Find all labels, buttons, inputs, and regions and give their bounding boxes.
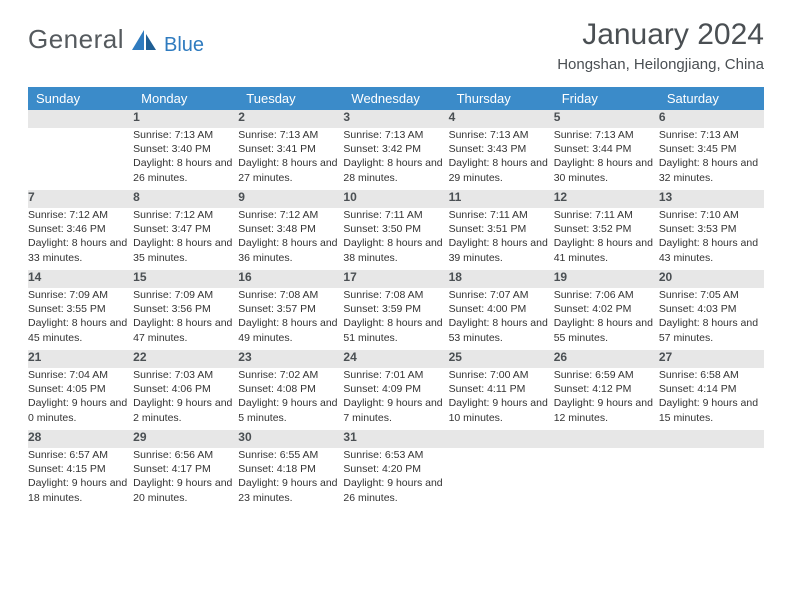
- day-number-cell: 7: [28, 190, 133, 208]
- day-content-cell: Sunrise: 7:11 AMSunset: 3:52 PMDaylight:…: [554, 208, 659, 270]
- month-title: January 2024: [557, 18, 764, 52]
- day-content-cell: Sunrise: 7:13 AMSunset: 3:44 PMDaylight:…: [554, 128, 659, 190]
- day-number-cell: 4: [449, 110, 554, 128]
- day-number-cell: 22: [133, 350, 238, 368]
- day-number-cell: 13: [659, 190, 764, 208]
- day-number-cell: 30: [238, 430, 343, 448]
- logo-word-general: General: [28, 24, 124, 55]
- day-content-cell: Sunrise: 6:55 AMSunset: 4:18 PMDaylight:…: [238, 448, 343, 510]
- day-content-cell: [659, 448, 764, 510]
- day-content-cell: Sunrise: 7:04 AMSunset: 4:05 PMDaylight:…: [28, 368, 133, 430]
- day-number-row: 14151617181920: [28, 270, 764, 288]
- day-content-cell: Sunrise: 7:01 AMSunset: 4:09 PMDaylight:…: [343, 368, 448, 430]
- day-content-cell: Sunrise: 7:08 AMSunset: 3:59 PMDaylight:…: [343, 288, 448, 350]
- day-number-cell: 16: [238, 270, 343, 288]
- day-content-cell: Sunrise: 7:10 AMSunset: 3:53 PMDaylight:…: [659, 208, 764, 270]
- day-number-cell: 9: [238, 190, 343, 208]
- weekday-header: Sunday: [28, 87, 133, 110]
- logo-sail-icon: [130, 28, 160, 61]
- weekday-header: Thursday: [449, 87, 554, 110]
- day-content-cell: Sunrise: 7:12 AMSunset: 3:48 PMDaylight:…: [238, 208, 343, 270]
- weekday-header-row: Sunday Monday Tuesday Wednesday Thursday…: [28, 87, 764, 110]
- day-number-row: 123456: [28, 110, 764, 128]
- day-number-cell: 24: [343, 350, 448, 368]
- day-content-cell: [554, 448, 659, 510]
- weekday-header: Friday: [554, 87, 659, 110]
- day-number-cell: 27: [659, 350, 764, 368]
- day-number-cell: 26: [554, 350, 659, 368]
- day-content-cell: Sunrise: 7:13 AMSunset: 3:43 PMDaylight:…: [449, 128, 554, 190]
- day-number-cell: 11: [449, 190, 554, 208]
- day-number-cell: 10: [343, 190, 448, 208]
- day-content-cell: Sunrise: 7:12 AMSunset: 3:47 PMDaylight:…: [133, 208, 238, 270]
- day-content-cell: [28, 128, 133, 190]
- location-subtitle: Hongshan, Heilongjiang, China: [557, 56, 764, 73]
- day-content-cell: Sunrise: 7:06 AMSunset: 4:02 PMDaylight:…: [554, 288, 659, 350]
- weekday-header: Saturday: [659, 87, 764, 110]
- day-content-cell: Sunrise: 7:11 AMSunset: 3:51 PMDaylight:…: [449, 208, 554, 270]
- day-number-cell: 6: [659, 110, 764, 128]
- day-content-cell: Sunrise: 6:59 AMSunset: 4:12 PMDaylight:…: [554, 368, 659, 430]
- day-content-row: Sunrise: 6:57 AMSunset: 4:15 PMDaylight:…: [28, 448, 764, 510]
- day-number-row: 28293031: [28, 430, 764, 448]
- day-content-cell: Sunrise: 6:56 AMSunset: 4:17 PMDaylight:…: [133, 448, 238, 510]
- day-content-row: Sunrise: 7:12 AMSunset: 3:46 PMDaylight:…: [28, 208, 764, 270]
- header-row: General Blue January 2024 Hongshan, Heil…: [28, 18, 764, 83]
- calendar-page: General Blue January 2024 Hongshan, Heil…: [0, 0, 792, 612]
- day-number-cell: 14: [28, 270, 133, 288]
- day-number-cell: [449, 430, 554, 448]
- day-number-cell: 21: [28, 350, 133, 368]
- day-content-cell: Sunrise: 7:00 AMSunset: 4:11 PMDaylight:…: [449, 368, 554, 430]
- day-content-row: Sunrise: 7:09 AMSunset: 3:55 PMDaylight:…: [28, 288, 764, 350]
- day-content-row: Sunrise: 7:04 AMSunset: 4:05 PMDaylight:…: [28, 368, 764, 430]
- day-number-cell: 3: [343, 110, 448, 128]
- day-number-cell: 15: [133, 270, 238, 288]
- day-number-cell: 20: [659, 270, 764, 288]
- day-content-cell: Sunrise: 7:12 AMSunset: 3:46 PMDaylight:…: [28, 208, 133, 270]
- day-number-cell: 18: [449, 270, 554, 288]
- weekday-header: Tuesday: [238, 87, 343, 110]
- day-content-cell: Sunrise: 6:53 AMSunset: 4:20 PMDaylight:…: [343, 448, 448, 510]
- day-content-cell: Sunrise: 7:09 AMSunset: 3:56 PMDaylight:…: [133, 288, 238, 350]
- day-number-cell: 17: [343, 270, 448, 288]
- day-content-cell: Sunrise: 7:05 AMSunset: 4:03 PMDaylight:…: [659, 288, 764, 350]
- day-content-cell: Sunrise: 7:11 AMSunset: 3:50 PMDaylight:…: [343, 208, 448, 270]
- logo-word-blue: Blue: [164, 34, 204, 57]
- day-number-cell: 12: [554, 190, 659, 208]
- calendar-body: 123456Sunrise: 7:13 AMSunset: 3:40 PMDay…: [28, 110, 764, 510]
- day-content-cell: Sunrise: 7:09 AMSunset: 3:55 PMDaylight:…: [28, 288, 133, 350]
- day-number-cell: [554, 430, 659, 448]
- day-content-cell: Sunrise: 6:57 AMSunset: 4:15 PMDaylight:…: [28, 448, 133, 510]
- day-content-cell: Sunrise: 7:13 AMSunset: 3:40 PMDaylight:…: [133, 128, 238, 190]
- day-number-cell: 19: [554, 270, 659, 288]
- day-number-cell: 23: [238, 350, 343, 368]
- day-content-cell: Sunrise: 7:13 AMSunset: 3:42 PMDaylight:…: [343, 128, 448, 190]
- day-number-cell: [28, 110, 133, 128]
- day-number-cell: 28: [28, 430, 133, 448]
- calendar-table: Sunday Monday Tuesday Wednesday Thursday…: [28, 87, 764, 510]
- day-content-cell: Sunrise: 6:58 AMSunset: 4:14 PMDaylight:…: [659, 368, 764, 430]
- brand-logo: General Blue: [28, 24, 204, 61]
- day-content-row: Sunrise: 7:13 AMSunset: 3:40 PMDaylight:…: [28, 128, 764, 190]
- day-number-row: 21222324252627: [28, 350, 764, 368]
- day-number-cell: 1: [133, 110, 238, 128]
- day-number-cell: 8: [133, 190, 238, 208]
- day-content-cell: Sunrise: 7:13 AMSunset: 3:41 PMDaylight:…: [238, 128, 343, 190]
- day-number-cell: [659, 430, 764, 448]
- weekday-header: Monday: [133, 87, 238, 110]
- day-content-cell: [449, 448, 554, 510]
- day-number-cell: 25: [449, 350, 554, 368]
- day-number-cell: 2: [238, 110, 343, 128]
- day-number-row: 78910111213: [28, 190, 764, 208]
- weekday-header: Wednesday: [343, 87, 448, 110]
- title-block: January 2024 Hongshan, Heilongjiang, Chi…: [557, 18, 764, 83]
- day-content-cell: Sunrise: 7:03 AMSunset: 4:06 PMDaylight:…: [133, 368, 238, 430]
- day-number-cell: 5: [554, 110, 659, 128]
- day-number-cell: 31: [343, 430, 448, 448]
- day-content-cell: Sunrise: 7:07 AMSunset: 4:00 PMDaylight:…: [449, 288, 554, 350]
- day-content-cell: Sunrise: 7:08 AMSunset: 3:57 PMDaylight:…: [238, 288, 343, 350]
- day-content-cell: Sunrise: 7:02 AMSunset: 4:08 PMDaylight:…: [238, 368, 343, 430]
- day-content-cell: Sunrise: 7:13 AMSunset: 3:45 PMDaylight:…: [659, 128, 764, 190]
- day-number-cell: 29: [133, 430, 238, 448]
